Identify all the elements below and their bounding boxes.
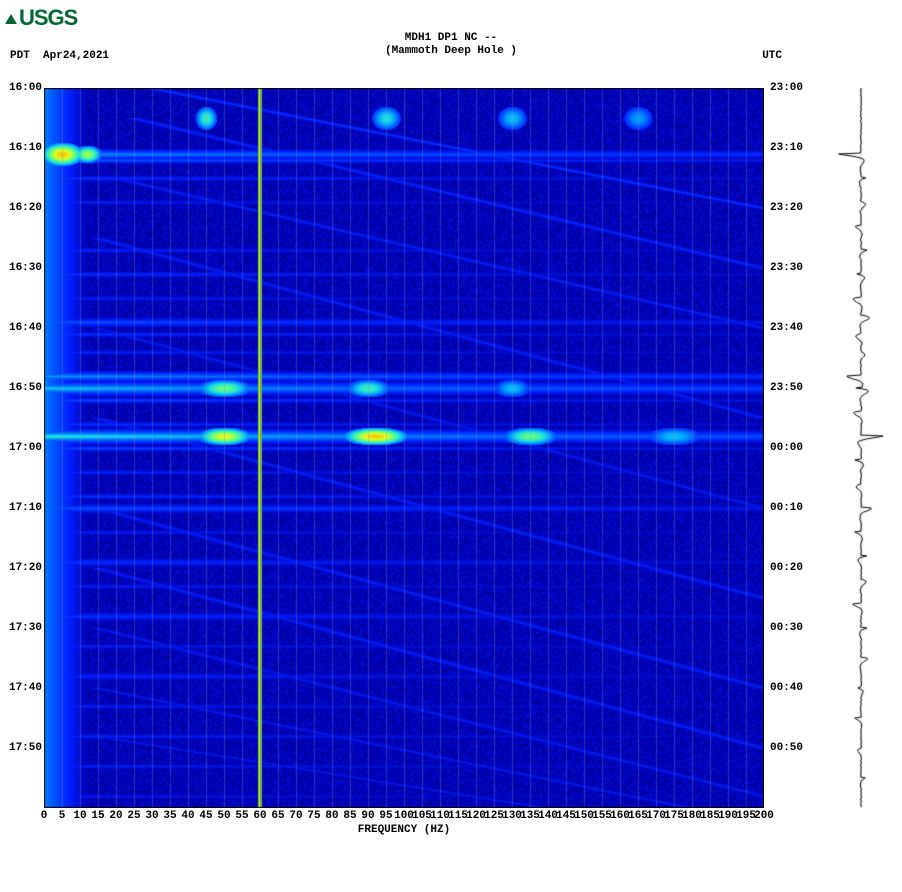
y-right-tick: 00:00 [770,442,810,454]
x-tick: 105 [412,810,432,822]
y-left-tick: 17:20 [2,562,42,574]
title-line1: MDH1 DP1 NC -- [0,32,902,45]
y-left-tick: 16:10 [2,142,42,154]
y-right-tick: 00:50 [770,742,810,754]
x-tick: 150 [574,810,594,822]
logo-text: USGS [19,5,77,30]
x-tick: 120 [466,810,486,822]
x-tick: 170 [646,810,666,822]
x-tick: 95 [379,810,392,822]
x-tick: 80 [325,810,338,822]
x-tick: 65 [271,810,284,822]
y-right-tick: 00:40 [770,682,810,694]
x-tick: 190 [718,810,738,822]
y-right-tick: 23:00 [770,82,810,94]
right-timezone-label: UTC [762,50,782,62]
x-tick: 130 [502,810,522,822]
x-tick: 50 [217,810,230,822]
x-tick: 60 [253,810,266,822]
x-tick: 15 [91,810,104,822]
x-tick: 35 [163,810,176,822]
x-tick: 25 [127,810,140,822]
x-tick: 0 [41,810,48,822]
x-tick: 165 [628,810,648,822]
y-right-tick: 23:50 [770,382,810,394]
x-tick: 70 [289,810,302,822]
y-left-tick: 17:30 [2,622,42,634]
x-tick: 145 [556,810,576,822]
y-left-tick: 16:00 [2,82,42,94]
y-left-tick: 17:00 [2,442,42,454]
left-time-axis: 16:0016:1016:2016:3016:4016:5017:0017:10… [2,88,42,808]
y-left-tick: 16:30 [2,262,42,274]
y-left-tick: 17:50 [2,742,42,754]
y-right-tick: 23:40 [770,322,810,334]
x-tick: 75 [307,810,320,822]
frequency-axis: 0510152025303540455055606570758085909510… [44,810,764,824]
x-tick: 125 [484,810,504,822]
x-tick: 135 [520,810,540,822]
x-tick: 175 [664,810,684,822]
y-left-tick: 16:50 [2,382,42,394]
x-tick: 140 [538,810,558,822]
x-tick: 85 [343,810,356,822]
x-tick: 30 [145,810,158,822]
y-left-tick: 17:10 [2,502,42,514]
y-left-tick: 16:20 [2,202,42,214]
x-tick: 110 [430,810,450,822]
x-tick: 10 [73,810,86,822]
y-right-tick: 23:20 [770,202,810,214]
x-tick: 90 [361,810,374,822]
x-tick: 20 [109,810,122,822]
y-left-tick: 16:40 [2,322,42,334]
x-tick: 185 [700,810,720,822]
x-tick: 115 [448,810,468,822]
y-right-tick: 00:10 [770,502,810,514]
x-tick: 195 [736,810,756,822]
y-right-tick: 00:30 [770,622,810,634]
x-tick: 55 [235,810,248,822]
spectrogram-plot [44,88,764,808]
y-left-tick: 17:40 [2,682,42,694]
y-right-tick: 00:20 [770,562,810,574]
x-tick: 45 [199,810,212,822]
y-right-tick: 23:10 [770,142,810,154]
y-right-tick: 23:30 [770,262,810,274]
left-timezone-label: PDT Apr24,2021 [10,50,109,62]
x-tick: 155 [592,810,612,822]
x-axis-title: FREQUENCY (HZ) [44,824,764,836]
x-tick: 5 [59,810,66,822]
x-tick: 160 [610,810,630,822]
x-tick: 180 [682,810,702,822]
seismogram-trace [836,88,886,808]
x-tick: 40 [181,810,194,822]
x-tick: 100 [394,810,414,822]
x-tick: 200 [754,810,774,822]
right-time-axis: 23:0023:1023:2023:3023:4023:5000:0000:10… [770,88,810,808]
usgs-logo: USGS [5,5,77,31]
